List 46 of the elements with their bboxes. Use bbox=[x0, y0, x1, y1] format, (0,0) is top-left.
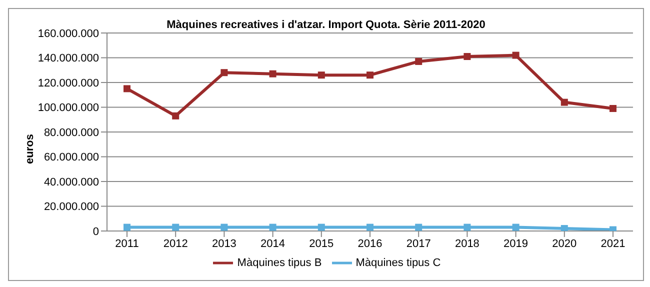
chart-title: Màquines recreatives i d'atzar. Import Quota. Sèrie 2011-2020 bbox=[166, 19, 486, 31]
y-tick-label: 20.000.000 bbox=[44, 201, 99, 214]
point bbox=[464, 224, 471, 231]
y-tick-label: 40.000.000 bbox=[44, 176, 99, 188]
point bbox=[172, 224, 180, 231]
point bbox=[366, 224, 374, 231]
point bbox=[415, 224, 422, 231]
y-axis-title: euros bbox=[24, 134, 36, 164]
point bbox=[220, 69, 228, 76]
point bbox=[318, 72, 325, 79]
point bbox=[512, 52, 520, 59]
point bbox=[124, 85, 130, 92]
y-tick-label: 120.000.000 bbox=[38, 77, 99, 90]
point bbox=[512, 224, 520, 231]
point bbox=[366, 72, 374, 79]
point bbox=[269, 70, 276, 78]
point bbox=[610, 226, 616, 231]
point bbox=[415, 58, 422, 65]
y-tick-label: 140.000.000 bbox=[38, 52, 99, 65]
x-tick-label: 2021 bbox=[600, 238, 626, 250]
x-tick-label: 2012 bbox=[163, 238, 188, 250]
y-tick-label: 80.000.000 bbox=[44, 126, 99, 139]
x-tick-label: 2013 bbox=[212, 238, 236, 250]
y-tick-label: 0 bbox=[92, 226, 99, 238]
point bbox=[220, 224, 228, 231]
point bbox=[560, 225, 568, 231]
legend-label: Màquines tipus B bbox=[237, 256, 322, 269]
point bbox=[318, 224, 325, 231]
x-tick-label: 2019 bbox=[504, 238, 528, 250]
x-tick-label: 2011 bbox=[115, 238, 139, 250]
point bbox=[172, 112, 180, 120]
x-tick-label: 2017 bbox=[406, 238, 431, 250]
point bbox=[124, 224, 130, 231]
y-tick-label: 160.000.000 bbox=[38, 28, 99, 40]
x-tick-label: 2014 bbox=[260, 238, 286, 250]
x-tick-label: 2016 bbox=[358, 238, 382, 250]
y-tick-label: 100.000.000 bbox=[38, 102, 99, 114]
legend-label: Màquines tipus C bbox=[356, 256, 441, 269]
point bbox=[560, 98, 568, 106]
point bbox=[610, 104, 616, 112]
y-tick-label: 60.000.000 bbox=[44, 152, 99, 164]
x-tick-label: 2018 bbox=[454, 238, 480, 250]
x-tick-label: 2015 bbox=[309, 238, 334, 250]
point bbox=[269, 224, 276, 231]
x-tick-label: 2020 bbox=[552, 238, 577, 250]
point bbox=[464, 53, 471, 60]
